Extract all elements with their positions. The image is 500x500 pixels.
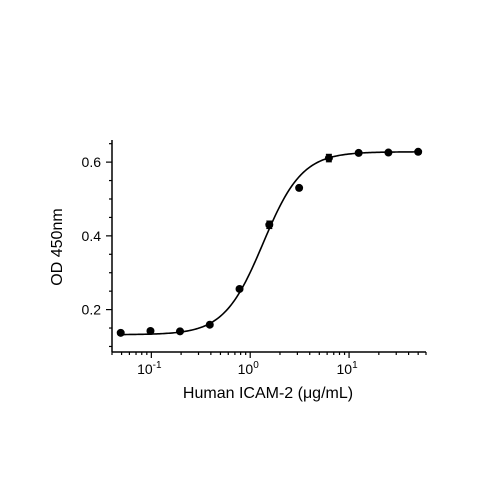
data-points: [116, 147, 423, 337]
data-point: [295, 183, 304, 192]
axes: 10-1 100 101 0.2 0.4 0.6: [82, 140, 427, 377]
data-point: [146, 326, 155, 335]
data-point: [176, 327, 185, 336]
data-point: [265, 220, 274, 229]
data-point: [235, 284, 244, 293]
data-point: [324, 154, 333, 163]
x-tick-label: 10-1: [137, 360, 162, 377]
x-tick-label: 100: [238, 360, 260, 377]
fit-curve: [120, 151, 419, 336]
data-point: [384, 148, 393, 157]
data-point: [354, 148, 363, 157]
x-axis-title: Human ICAM-2 (μg/mL): [183, 385, 353, 402]
y-axis-title: OD 450nm: [49, 208, 66, 285]
y-tick-label: 0.6: [82, 154, 102, 170]
x-axis-ticks: 10-1 100 101: [111, 352, 427, 377]
data-point: [414, 147, 423, 156]
data-point: [116, 328, 125, 337]
data-point: [205, 320, 214, 329]
y-axis-ticks: 0.2 0.4 0.6: [82, 143, 112, 348]
y-tick-label: 0.2: [82, 302, 102, 318]
y-tick-label: 0.4: [82, 228, 102, 244]
x-tick-label: 101: [336, 360, 358, 377]
